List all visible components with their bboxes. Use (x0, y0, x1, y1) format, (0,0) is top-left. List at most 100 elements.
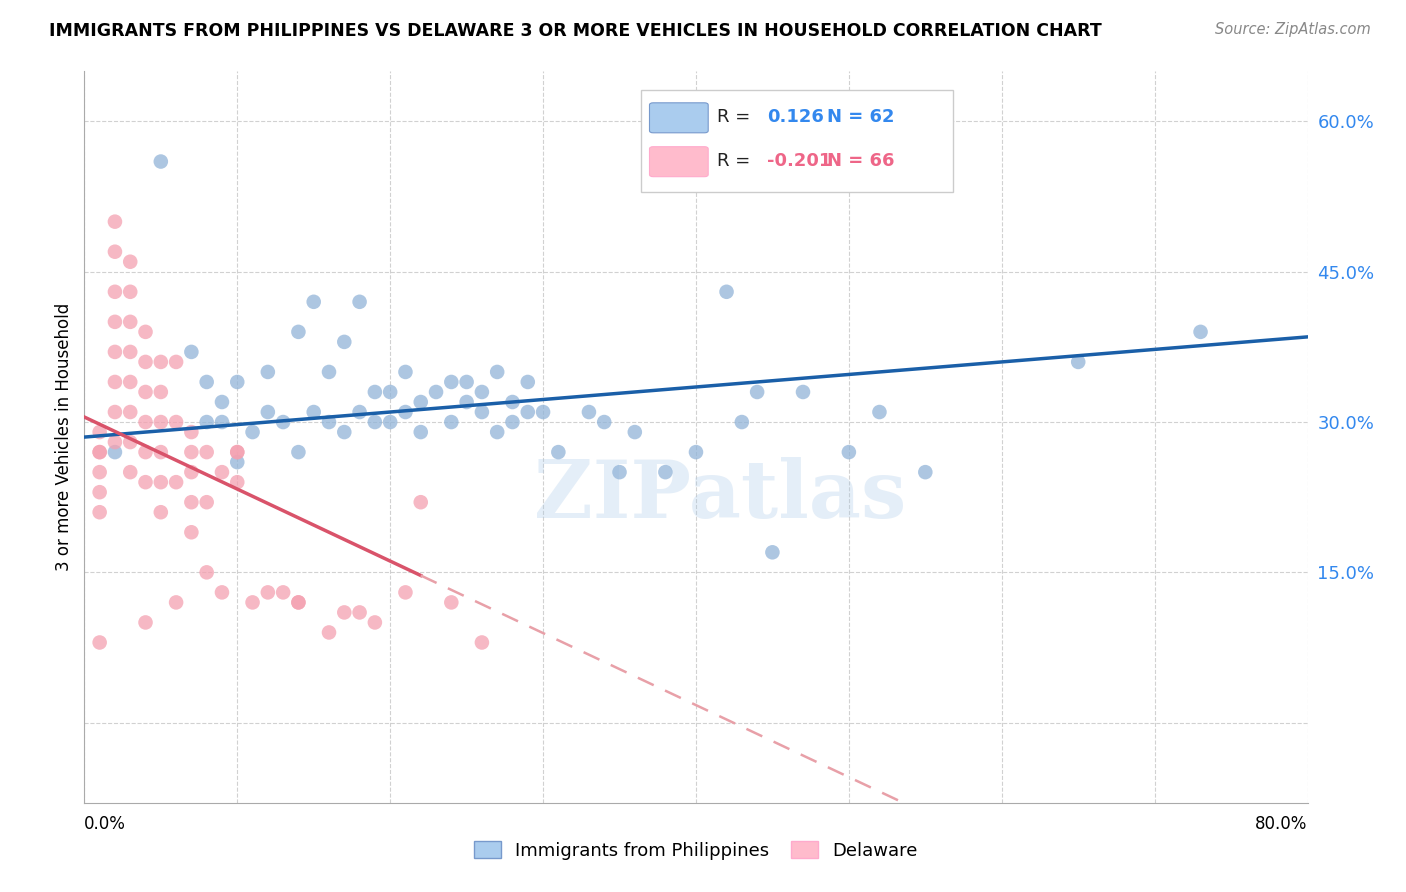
Point (287, 325, 309, 339)
Point (104, 435, 127, 450)
Point (165, 415, 187, 429)
Point (364, 415, 387, 429)
Point (149, 505, 172, 519)
Point (89, 505, 111, 519)
Text: R =: R = (717, 109, 749, 127)
Point (761, 545, 783, 559)
Point (257, 405, 280, 419)
Text: N = 62: N = 62 (827, 109, 894, 127)
Text: IMMIGRANTS FROM PHILIPPINES VS DELAWARE 3 OR MORE VEHICLES IN HOUSEHOLD CORRELAT: IMMIGRANTS FROM PHILIPPINES VS DELAWARE … (49, 22, 1102, 40)
Point (471, 635, 494, 649)
Point (409, 425, 432, 439)
Point (149, 415, 172, 429)
Point (180, 425, 202, 439)
Point (149, 355, 172, 369)
Point (89, 485, 111, 500)
Point (502, 395, 524, 409)
Point (211, 395, 233, 409)
Point (242, 595, 264, 609)
Point (716, 285, 738, 299)
Point (120, 405, 142, 419)
Point (486, 425, 509, 439)
Point (380, 384, 402, 399)
Point (1067, 355, 1090, 369)
Text: -0.201: -0.201 (766, 153, 831, 170)
Point (180, 495, 202, 509)
Point (394, 405, 416, 419)
Point (195, 445, 218, 459)
Point (242, 425, 264, 439)
Point (593, 415, 616, 429)
Point (302, 294, 325, 309)
Point (149, 154, 172, 169)
Point (120, 465, 142, 479)
Point (120, 435, 142, 450)
Point (120, 345, 142, 359)
Point (440, 595, 463, 609)
Point (731, 415, 754, 429)
Point (165, 475, 187, 490)
Point (135, 325, 157, 339)
Point (838, 445, 860, 459)
Point (257, 365, 280, 379)
Point (287, 445, 309, 459)
Point (364, 384, 387, 399)
FancyBboxPatch shape (641, 90, 953, 192)
Point (456, 395, 478, 409)
Point (149, 475, 172, 490)
Point (380, 415, 402, 429)
Point (287, 595, 309, 609)
Point (318, 625, 340, 640)
Point (195, 415, 218, 429)
Point (624, 425, 647, 439)
Point (578, 405, 600, 419)
Text: R =: R = (717, 153, 749, 170)
Point (271, 585, 294, 599)
Point (89, 465, 111, 479)
Point (226, 455, 249, 469)
FancyBboxPatch shape (650, 146, 709, 177)
Point (409, 495, 432, 509)
Point (333, 606, 356, 620)
Point (440, 375, 463, 389)
Text: 80.0%: 80.0% (1256, 814, 1308, 833)
Point (516, 375, 538, 389)
Text: 0.0%: 0.0% (84, 814, 127, 833)
Point (654, 465, 676, 479)
Point (211, 415, 233, 429)
Point (135, 384, 157, 399)
Point (318, 415, 340, 429)
Point (287, 595, 309, 609)
Point (349, 294, 371, 309)
Point (195, 566, 218, 580)
Text: ZIPatlas: ZIPatlas (534, 457, 907, 534)
Point (104, 375, 127, 389)
Point (471, 405, 494, 419)
Point (456, 375, 478, 389)
Point (211, 465, 233, 479)
Point (226, 445, 249, 459)
Point (180, 445, 202, 459)
Point (135, 445, 157, 459)
Text: 0.126: 0.126 (766, 109, 824, 127)
Point (89, 445, 111, 459)
Point (149, 445, 172, 459)
Point (104, 214, 127, 228)
Point (104, 405, 127, 419)
Point (165, 355, 187, 369)
Point (471, 384, 494, 399)
Point (195, 495, 218, 509)
Point (792, 384, 814, 399)
Point (104, 285, 127, 299)
Point (180, 345, 202, 359)
Point (135, 615, 157, 630)
Point (120, 254, 142, 268)
Point (104, 315, 127, 329)
Point (394, 365, 416, 379)
Point (609, 465, 631, 479)
Point (318, 365, 340, 379)
Point (165, 595, 187, 609)
Point (226, 375, 249, 389)
Point (89, 635, 111, 649)
Point (1189, 325, 1212, 339)
